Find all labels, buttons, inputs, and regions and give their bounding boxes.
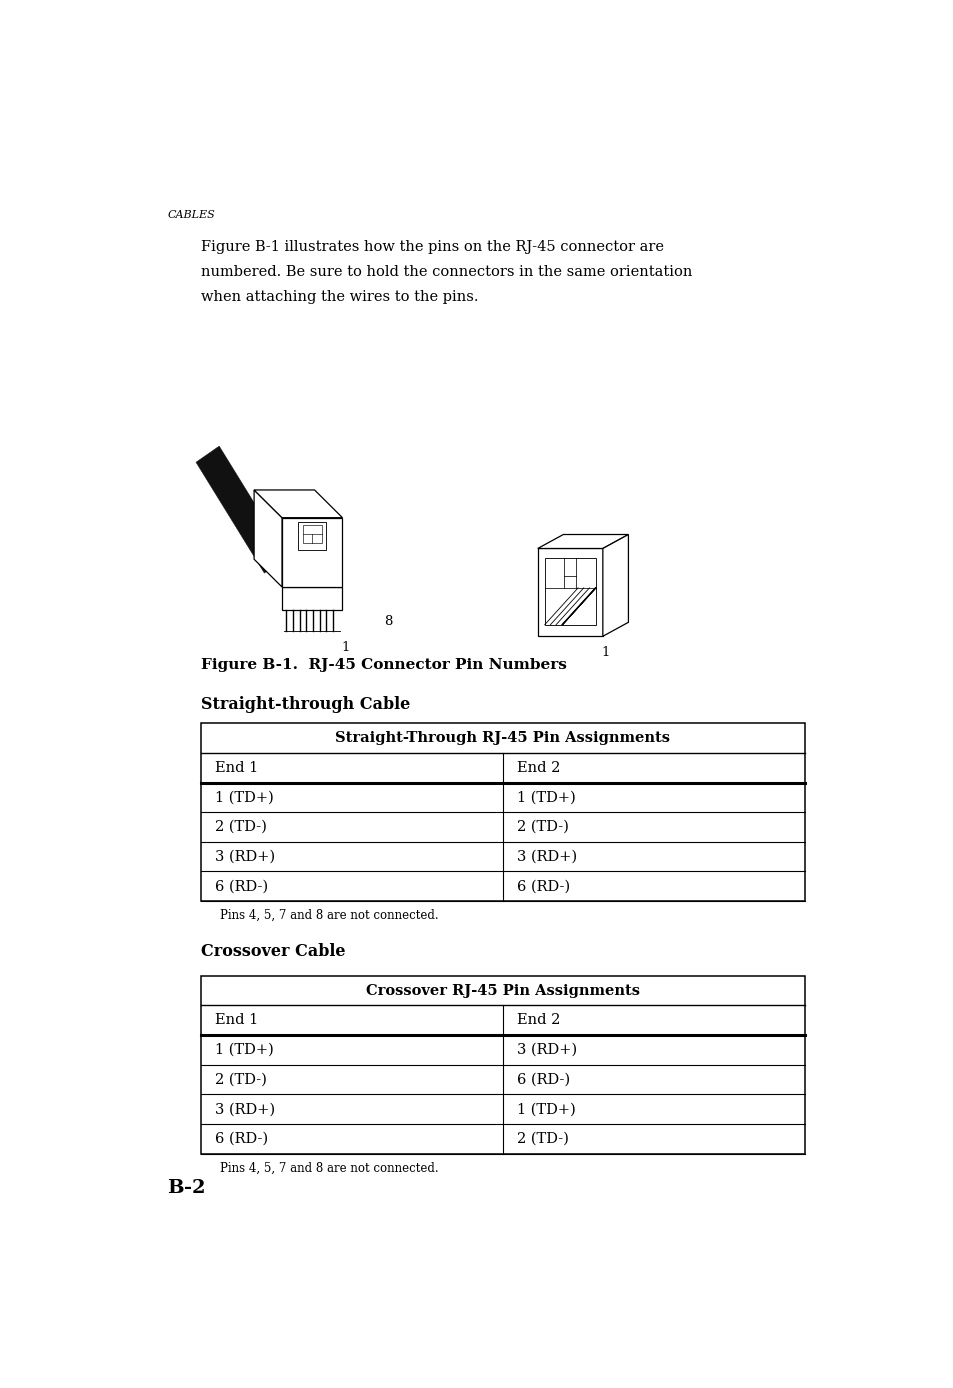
Text: 1 (TD+): 1 (TD+) (214, 1042, 274, 1056)
Text: Figure B-1.  RJ-45 Connector Pin Numbers: Figure B-1. RJ-45 Connector Pin Numbers (200, 658, 566, 672)
Text: 1: 1 (341, 641, 350, 654)
Bar (200, 723, 804, 901)
Text: numbered. Be sure to hold the connectors in the same orientation: numbered. Be sure to hold the connectors… (200, 265, 691, 279)
Polygon shape (282, 587, 342, 611)
Polygon shape (537, 548, 602, 636)
Text: 1 (TD+): 1 (TD+) (214, 790, 274, 805)
Text: 1: 1 (600, 647, 609, 659)
Text: 2 (TD-): 2 (TD-) (517, 820, 568, 834)
Polygon shape (602, 534, 628, 636)
Text: 8: 8 (384, 615, 393, 627)
Text: 2 (TD-): 2 (TD-) (517, 1131, 568, 1146)
Text: Straight-through Cable: Straight-through Cable (200, 697, 410, 713)
Polygon shape (537, 534, 628, 548)
Text: Crossover RJ-45 Pin Assignments: Crossover RJ-45 Pin Assignments (366, 984, 639, 998)
Text: CABLES: CABLES (167, 210, 214, 219)
Text: 1 (TD+): 1 (TD+) (517, 1102, 575, 1116)
Text: when attaching the wires to the pins.: when attaching the wires to the pins. (200, 290, 477, 304)
Text: 2 (TD-): 2 (TD-) (214, 820, 266, 834)
Text: Pins 4, 5, 7 and 8 are not connected.: Pins 4, 5, 7 and 8 are not connected. (220, 909, 438, 922)
Text: Figure B-1 illustrates how the pins on the RJ-45 connector are: Figure B-1 illustrates how the pins on t… (200, 240, 663, 254)
Polygon shape (253, 490, 342, 518)
Text: 8: 8 (553, 623, 561, 636)
Text: End 2: End 2 (517, 761, 559, 775)
Text: 6 (RD-): 6 (RD-) (517, 880, 569, 894)
Text: End 1: End 1 (214, 1013, 257, 1027)
Text: Straight-Through RJ-45 Pin Assignments: Straight-Through RJ-45 Pin Assignments (335, 731, 670, 745)
Polygon shape (195, 446, 287, 573)
Text: 6 (RD-): 6 (RD-) (517, 1073, 569, 1087)
Text: 1 (TD+): 1 (TD+) (517, 790, 575, 805)
Text: 6 (RD-): 6 (RD-) (214, 880, 268, 894)
Bar (200, 976, 804, 1153)
Text: 3 (RD+): 3 (RD+) (517, 1042, 577, 1056)
Text: End 2: End 2 (517, 1013, 559, 1027)
Polygon shape (544, 558, 596, 625)
Text: B-2: B-2 (167, 1178, 206, 1196)
Text: 3 (RD+): 3 (RD+) (214, 1102, 274, 1116)
Polygon shape (303, 525, 321, 543)
Polygon shape (282, 518, 342, 587)
Text: Pins 4, 5, 7 and 8 are not connected.: Pins 4, 5, 7 and 8 are not connected. (220, 1162, 438, 1174)
Text: End 1: End 1 (214, 761, 257, 775)
Polygon shape (298, 522, 326, 550)
Polygon shape (253, 490, 282, 587)
Text: 3 (RD+): 3 (RD+) (214, 849, 274, 863)
Text: 2 (TD-): 2 (TD-) (214, 1073, 266, 1087)
Text: Crossover Cable: Crossover Cable (200, 944, 345, 960)
Text: 3 (RD+): 3 (RD+) (517, 849, 577, 863)
Text: 6 (RD-): 6 (RD-) (214, 1131, 268, 1146)
